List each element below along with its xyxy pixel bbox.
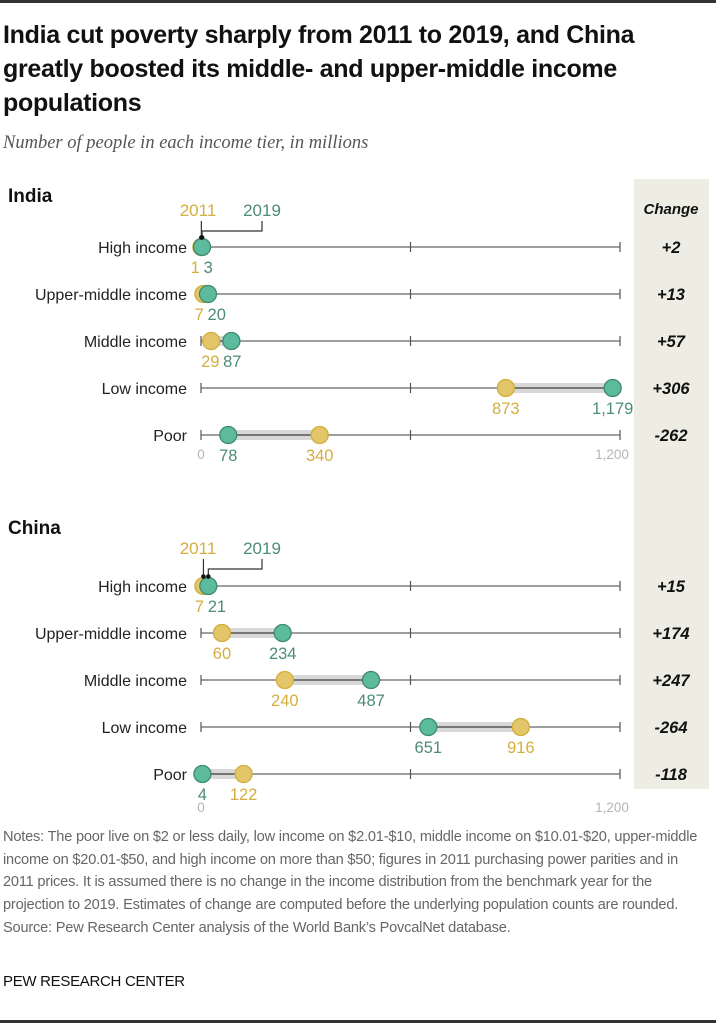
dot-2011-china-poor — [234, 764, 253, 784]
chart-subtitle: Number of people in each income tier, in… — [3, 133, 369, 153]
legend-label-2011-china: 2011 — [180, 539, 217, 558]
legend-label-2011-india: 2011 — [180, 201, 217, 220]
change-value-china-high-income: +15 — [657, 578, 686, 596]
dot-2019-india-poor — [219, 425, 238, 445]
dot-2019-china-low-income — [419, 717, 438, 737]
section-title-india: India — [8, 186, 53, 207]
dot-2011-india-poor — [310, 425, 329, 445]
legend-label-2019-china: 2019 — [243, 539, 281, 558]
legend-pointer-2019-india — [201, 221, 263, 238]
row-label-china-poor: Poor — [153, 767, 187, 784]
value-label-2019-india-high-income: 3 — [204, 259, 213, 277]
value-label-2019-india-poor: 78 — [219, 447, 237, 465]
value-label-2019-china-high-income: 21 — [208, 598, 226, 616]
axis-label-max-china: 1,200 — [595, 800, 629, 815]
value-label-2011-india-high-income: 1 — [191, 259, 200, 277]
change-value-china-middle-income: +247 — [652, 672, 690, 690]
row-label-india-poor: Poor — [153, 428, 187, 445]
value-label-2019-china-upper-middle-income: 234 — [269, 645, 297, 663]
dot-2011-india-low-income — [496, 378, 515, 398]
value-label-2011-india-poor: 340 — [306, 447, 334, 465]
top-rule — [0, 0, 716, 3]
source-text: Source: Pew Research Center analysis of … — [3, 919, 511, 936]
chart-title: India cut poverty sharply from 2011 to 2… — [3, 21, 635, 117]
row-label-india-middle-income: Middle income — [84, 334, 187, 351]
dot-2019-india-low-income — [603, 378, 622, 398]
change-column-header: Change — [643, 201, 698, 218]
value-label-2019-india-middle-income: 87 — [223, 353, 241, 371]
value-label-2011-china-poor: 122 — [230, 786, 258, 804]
dot-2019-china-middle-income — [361, 670, 381, 690]
legend-pointer-2019-china — [207, 559, 263, 577]
dot-2019-india-middle-income — [222, 331, 241, 351]
change-value-india-middle-income: +57 — [657, 333, 686, 351]
axis-label-min-india: 0 — [197, 447, 205, 462]
value-label-2011-china-middle-income: 240 — [271, 692, 299, 710]
row-label-india-high-income: High income — [98, 240, 187, 257]
change-value-india-high-income: +2 — [662, 239, 681, 257]
row-label-china-upper-middle-income: Upper-middle income — [35, 626, 187, 643]
notes-text: Notes: The poor live on $2 or less daily… — [3, 829, 698, 914]
value-label-2019-china-middle-income: 487 — [357, 692, 385, 710]
dot-2011-china-upper-middle-income — [212, 623, 232, 643]
value-label-2011-china-low-income: 916 — [507, 739, 535, 757]
value-label-2011-india-low-income: 873 — [492, 400, 520, 418]
dot-2019-china-upper-middle-income — [273, 623, 292, 643]
section-title-china: China — [8, 518, 61, 539]
change-value-india-upper-middle-income: +13 — [657, 286, 685, 304]
dot-2019-china-high-income — [199, 576, 218, 596]
axis-label-max-india: 1,200 — [595, 447, 629, 462]
row-label-india-upper-middle-income: Upper-middle income — [35, 287, 187, 304]
brand-logo-text: PEW RESEARCH CENTER — [3, 973, 185, 990]
notes-block: Notes: The poor live on $2 or less daily… — [3, 826, 708, 940]
value-label-2011-india-middle-income: 29 — [201, 353, 219, 371]
value-label-2019-india-low-income: 1,179 — [592, 400, 633, 418]
dot-2011-china-low-income — [511, 717, 530, 737]
legend-pointer-dot-2019-china — [206, 574, 211, 579]
dot-2019-india-high-income — [192, 237, 212, 257]
value-label-2019-china-low-income: 651 — [415, 739, 443, 757]
change-column-panel — [634, 179, 709, 789]
legend-pointer-dot-2019-india — [199, 235, 205, 240]
row-label-india-low-income: Low income — [102, 381, 187, 398]
value-label-2019-india-upper-middle-income: 20 — [208, 306, 226, 324]
axis-label-min-china: 0 — [197, 800, 205, 815]
dot-2019-china-poor — [193, 764, 212, 784]
change-value-china-poor: -118 — [655, 766, 688, 784]
value-label-2011-india-upper-middle-income: 7 — [195, 306, 204, 324]
row-label-china-high-income: High income — [98, 579, 187, 596]
change-value-india-poor: -262 — [654, 427, 687, 445]
legend-pointer-dot-2011-china — [201, 574, 206, 579]
bottom-rule — [0, 1020, 716, 1023]
legend-label-2019-india: 2019 — [243, 201, 281, 220]
dot-2019-india-upper-middle-income — [198, 284, 218, 304]
row-label-china-middle-income: Middle income — [84, 673, 187, 690]
row-label-china-low-income: Low income — [102, 720, 187, 737]
dot-2011-china-middle-income — [275, 670, 294, 690]
change-value-india-low-income: +306 — [652, 380, 690, 398]
change-value-china-upper-middle-income: +174 — [652, 625, 689, 643]
dot-2011-india-middle-income — [201, 331, 221, 351]
value-label-2019-china-poor: 4 — [198, 786, 207, 804]
change-value-china-low-income: -264 — [654, 719, 687, 737]
value-label-2011-china-high-income: 7 — [195, 598, 204, 616]
value-label-2011-china-upper-middle-income: 60 — [213, 645, 231, 663]
